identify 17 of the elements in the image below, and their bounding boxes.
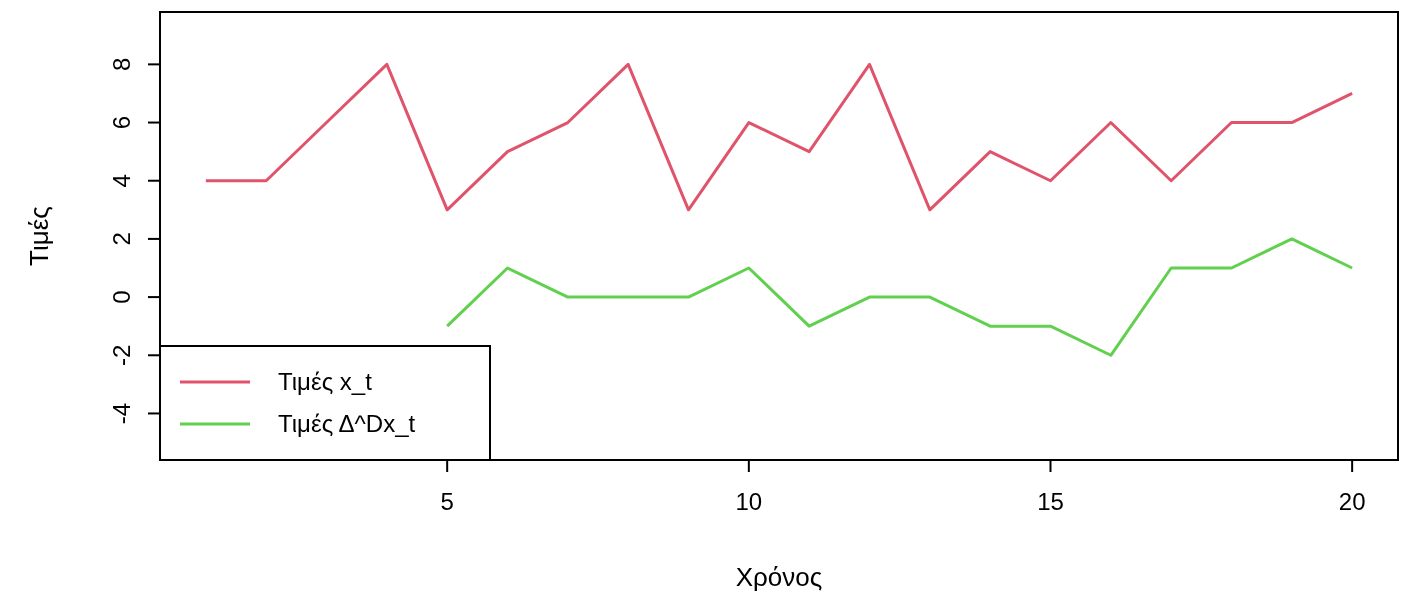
x-axis-title: Χρόνος — [735, 562, 823, 592]
y-axis-title: Τιμές — [24, 206, 54, 266]
x-tick-label: 15 — [1037, 488, 1064, 515]
y-tick-label: 4 — [108, 174, 135, 188]
y-tick-label: 6 — [108, 115, 135, 130]
line-series — [204, 62, 1354, 212]
y-tick-label: -4 — [108, 402, 135, 425]
legend-label: Τιμές x_t — [278, 368, 373, 395]
y-tick-label: 8 — [108, 57, 135, 72]
y-tick-label: 2 — [108, 232, 135, 246]
y-tick-label: -2 — [108, 344, 135, 366]
line-series — [445, 237, 1354, 357]
x-tick-label: 10 — [735, 488, 763, 515]
x-tick-label: 20 — [1338, 488, 1366, 515]
legend-label: Τιμές Δ^Dx_t — [278, 410, 416, 437]
y-tick-label: 0 — [108, 290, 135, 304]
x-tick-label: 5 — [440, 488, 454, 515]
